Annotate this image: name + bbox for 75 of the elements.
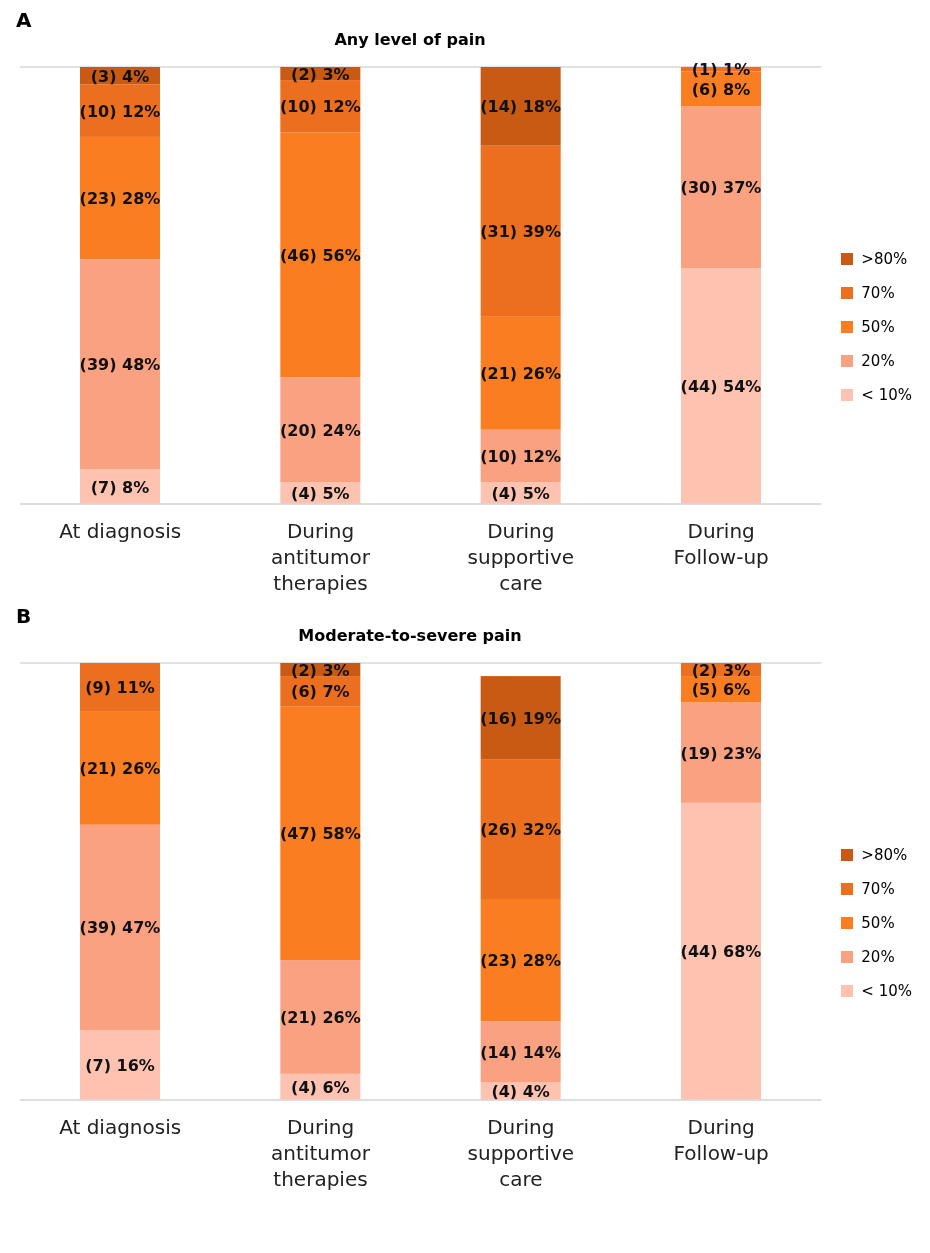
- legend-label: >80%: [861, 845, 908, 864]
- data-label: (9) 11%: [85, 678, 155, 698]
- bar: [680, 106, 761, 269]
- x-tick-label: During Follow-up: [673, 519, 769, 569]
- x-tick-label: At diagnosis: [59, 519, 182, 543]
- data-label: (4) 6%: [291, 1077, 350, 1097]
- data-label: (16) 19%: [480, 708, 562, 728]
- x-tick-label: During Follow-up: [673, 1115, 769, 1165]
- bar: [680, 702, 761, 803]
- data-label: (2) 3%: [291, 64, 350, 84]
- bar: [480, 759, 561, 899]
- data-label: (7) 16%: [85, 1056, 155, 1076]
- data-label: (2) 3%: [291, 660, 350, 680]
- data-label: (19) 23%: [680, 743, 762, 763]
- data-label: (23) 28%: [79, 189, 161, 209]
- bar: [680, 268, 761, 504]
- legend-label: 20%: [861, 351, 895, 370]
- data-label: (4) 4%: [491, 1082, 550, 1102]
- data-label: (14) 14%: [480, 1042, 562, 1062]
- legend-label: 70%: [861, 283, 895, 302]
- bar: [80, 136, 160, 260]
- x-tick-label: During supportive care: [467, 1115, 575, 1191]
- data-label: (23) 28%: [480, 951, 562, 971]
- legend-label: 50%: [861, 317, 895, 336]
- bar: [680, 802, 761, 1100]
- data-label: (31) 39%: [480, 221, 562, 241]
- bar: [280, 960, 361, 1074]
- x-tick-label: During antitumor therapies: [271, 1115, 371, 1191]
- data-label: (5) 6%: [691, 680, 751, 700]
- chart-title: Any level of pain: [334, 30, 486, 49]
- data-label: (14) 18%: [480, 97, 562, 117]
- bar: [280, 132, 361, 378]
- data-label: (26) 32%: [480, 820, 562, 840]
- bar: [80, 711, 160, 825]
- legend-label: 50%: [861, 913, 895, 932]
- bar: [480, 316, 561, 430]
- bar: [480, 67, 561, 146]
- data-label: (44) 68%: [680, 942, 762, 962]
- data-label: (39) 48%: [79, 355, 161, 375]
- x-tick-label: During supportive care: [467, 519, 575, 595]
- data-label: (6) 8%: [691, 79, 751, 99]
- chart-title: Moderate-to-severe pain: [298, 626, 522, 645]
- bar: [280, 706, 361, 961]
- legend-label: < 10%: [861, 981, 912, 1000]
- data-label: (21) 26%: [79, 758, 161, 778]
- data-label: (6) 7%: [291, 682, 350, 702]
- data-label: (4) 5%: [291, 484, 350, 504]
- bar: [280, 377, 361, 483]
- legend-label: 70%: [861, 879, 895, 898]
- data-label: (10) 12%: [79, 101, 161, 121]
- data-label: (7) 8%: [90, 477, 150, 497]
- x-tick-label: At diagnosis: [59, 1115, 182, 1139]
- data-label: (21) 26%: [480, 363, 562, 383]
- bar: [480, 676, 561, 760]
- bar: [480, 1021, 561, 1083]
- legend-label: 20%: [861, 947, 895, 966]
- data-label: (10) 12%: [480, 446, 562, 466]
- bar: [80, 824, 160, 1031]
- legend-label: >80%: [861, 249, 908, 268]
- data-label: (44) 54%: [680, 377, 762, 397]
- data-label: (4) 5%: [491, 484, 550, 504]
- text: B: [16, 604, 32, 628]
- bar: [480, 898, 561, 1022]
- data-label: (39) 47%: [79, 918, 161, 938]
- data-label: (21) 26%: [279, 1007, 361, 1027]
- bar: [480, 145, 561, 317]
- x-tick-label: During antitumor therapies: [271, 519, 371, 595]
- text: A: [16, 8, 32, 32]
- legend-label: < 10%: [861, 385, 912, 404]
- data-label: (30) 37%: [680, 178, 762, 198]
- data-label: (3) 4%: [90, 66, 150, 86]
- bar: [80, 259, 160, 470]
- data-label: (20) 24%: [279, 420, 361, 440]
- bar: [80, 1030, 160, 1100]
- data-label: (2) 3%: [691, 660, 751, 680]
